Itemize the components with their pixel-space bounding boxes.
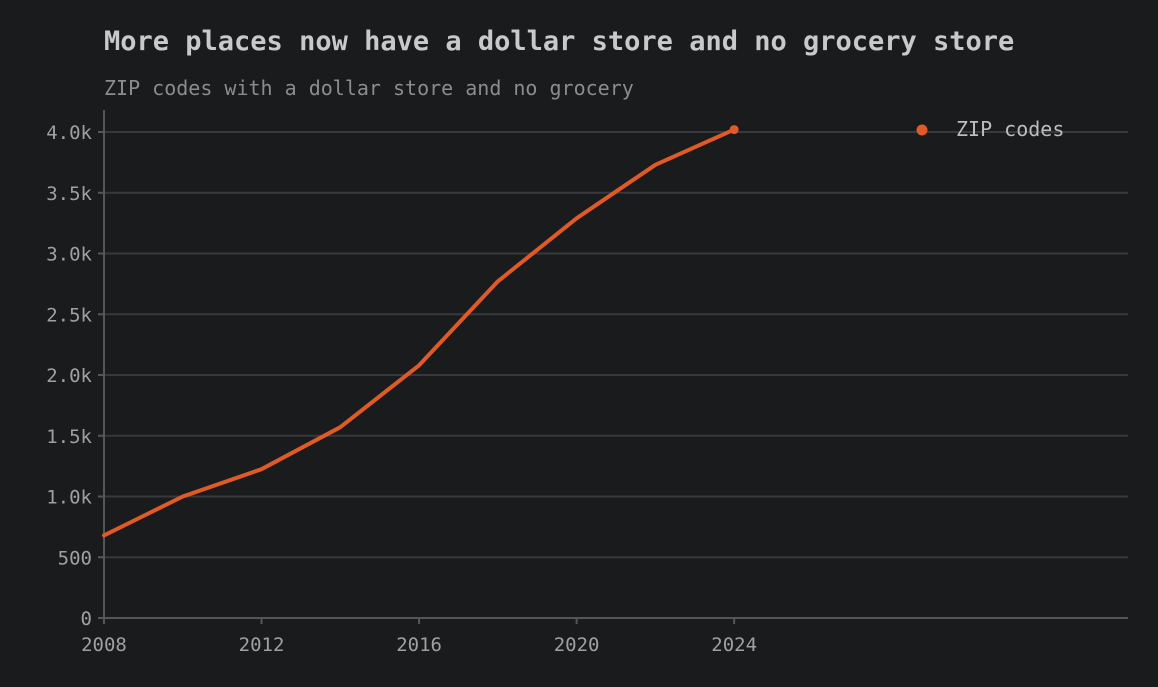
y-tick-label: 500 <box>58 547 92 569</box>
axes <box>98 110 1128 624</box>
x-tick-label: 2024 <box>711 634 757 656</box>
series-line-zip-codes <box>102 127 737 538</box>
grid-lines <box>104 131 1128 559</box>
x-tick-label: 2016 <box>396 634 442 656</box>
legend-label: ZIP codes <box>956 117 1064 141</box>
y-tick-label: 1.0k <box>46 487 92 509</box>
x-tick-label: 2020 <box>554 634 600 656</box>
legend-item-zip-codes: ZIP codes <box>916 117 1064 141</box>
chart-title: More places now have a dollar store and … <box>104 26 1015 57</box>
x-tick-label: 2012 <box>239 634 285 656</box>
legend: ZIP codes <box>916 117 1064 141</box>
series-end-marker <box>729 125 739 135</box>
tick-labels: 0 500 1.0k 1.5k 2.0k 2.5k 3.0k 3.5k 4.0k 2008 2012… <box>46 122 757 656</box>
y-tick-label: 0 <box>81 608 92 630</box>
series-layer <box>102 125 739 538</box>
x-tick-label: 2008 <box>81 634 127 656</box>
y-tick-label: 2.5k <box>46 304 92 326</box>
y-tick-label: 3.0k <box>46 244 92 266</box>
y-tick-label: 3.5k <box>46 183 92 205</box>
chart-subtitle: ZIP codes with a dollar store and no gro… <box>104 76 634 100</box>
y-tick-label: 1.5k <box>46 426 92 448</box>
legend-marker <box>916 124 928 136</box>
y-tick-label: 2.0k <box>46 365 92 387</box>
y-tick-label: 4.0k <box>46 122 92 144</box>
